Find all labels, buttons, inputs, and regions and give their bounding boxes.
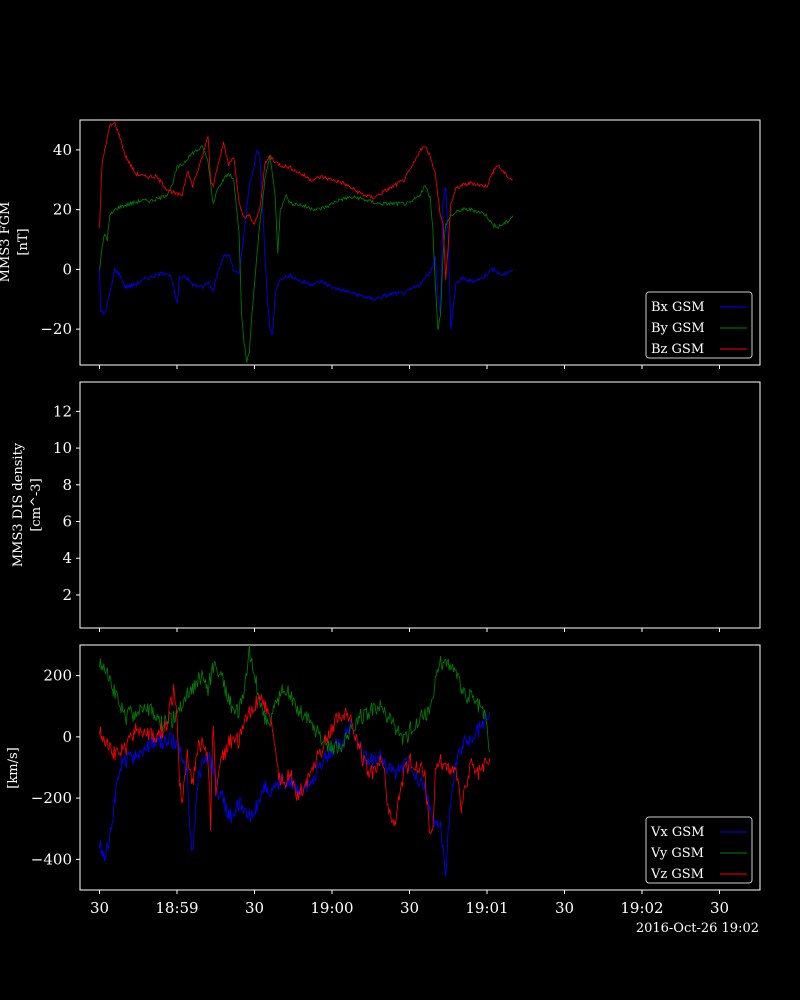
x-tick-label: 19:00 (310, 899, 353, 917)
y-tick-label: −200 (31, 789, 72, 807)
legend-label: Bx GSM (651, 300, 705, 315)
series-line (99, 149, 514, 335)
legend-label: Bz GSM (651, 342, 704, 357)
y-tick-label: 0 (62, 728, 72, 746)
x-tick-label: 19:02 (620, 899, 663, 917)
panel-velocity-yticks: −400 −200 0 200 (31, 667, 720, 894)
y-tick-label: 0 (62, 260, 72, 278)
legend-label: Vx GSM (650, 825, 704, 840)
y-tick-label: 20 (53, 201, 72, 219)
panel-fgm-yticks: −20 0 20 40 (40, 141, 720, 369)
panel-fgm-frame (79, 119, 761, 366)
y-tick-label: −20 (40, 320, 72, 338)
series-line (99, 684, 490, 835)
x-tick-label: 30 (555, 899, 574, 917)
panel-fgm-yunits: [nT] (16, 228, 31, 255)
panel-density-ylabel: MMS3 DIS density (11, 442, 26, 567)
x-tick-label: 30 (710, 899, 729, 917)
y-tick-label: −400 (31, 850, 72, 868)
y-tick-label: 6 (62, 513, 72, 531)
x-tick-label: 30 (245, 899, 264, 917)
x-tick-label: 18:59 (155, 899, 198, 917)
y-tick-label: 200 (43, 667, 72, 685)
series-line (99, 645, 490, 755)
legend-label: Vz GSM (650, 867, 704, 882)
panel-velocity-legend: Vx GSM Vy GSM Vz GSM (645, 816, 753, 884)
series-line (99, 712, 490, 877)
x-axis-ticks: 30 18:59 30 19:00 30 19:01 30 19:02 30 (90, 899, 729, 917)
panel-velocity: [km/s] −400 −200 0 200 Vx GSM Vy GSM Vz GSM (6, 644, 761, 894)
legend-box (645, 291, 753, 359)
series-line (99, 121, 513, 281)
y-tick-label: 12 (53, 402, 72, 420)
panel-fgm-ylabel: MMS3 FGM (0, 202, 13, 283)
y-tick-label: 40 (53, 141, 72, 159)
panel-density-yticks: 2 4 6 8 10 12 (53, 402, 720, 632)
legend-box (645, 816, 753, 884)
x-tick-label: 30 (400, 899, 419, 917)
panel-fgm: MMS3 FGM [nT] −20 0 20 40 Bx GSM By GSM Bz GS… (0, 119, 761, 369)
x-tick-label: 30 (90, 899, 109, 917)
y-tick-label: 4 (62, 549, 72, 567)
panel-velocity-yunits: [km/s] (6, 747, 21, 788)
y-tick-label: 8 (62, 476, 72, 494)
panel-velocity-frame (79, 644, 761, 891)
legend-label: Vy GSM (650, 846, 704, 861)
legend-label: By GSM (651, 321, 705, 336)
y-tick-label: 10 (53, 439, 72, 457)
y-tick-label: 2 (62, 586, 72, 604)
panel-velocity-lines (99, 645, 490, 877)
panel-density: MMS3 DIS density [cm^-3] 2 4 6 8 10 12 (11, 381, 761, 632)
x-axis-date-label: 2016-Oct-26 19:02 (636, 921, 759, 936)
panel-density-frame (79, 381, 761, 629)
panel-fgm-lines (99, 121, 514, 363)
panel-density-yunits: [cm^-3] (29, 478, 44, 531)
panel-fgm-legend: Bx GSM By GSM Bz GSM (645, 291, 753, 359)
x-tick-label: 19:01 (465, 899, 508, 917)
